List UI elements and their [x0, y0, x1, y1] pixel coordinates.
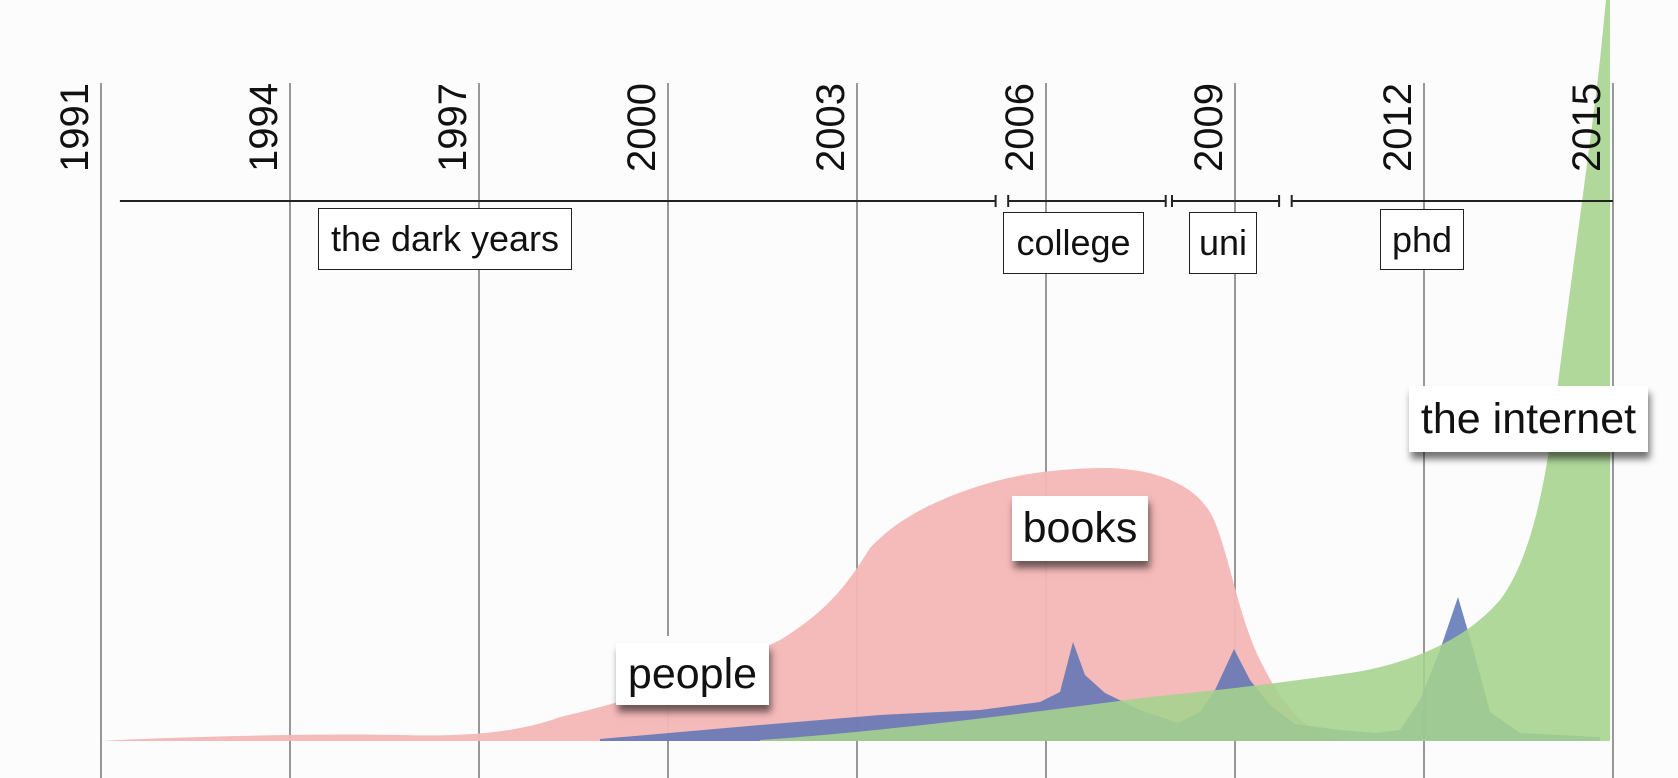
- period-box-phd: phd: [1380, 209, 1464, 270]
- period-box-the-dark-years: the dark years: [318, 208, 572, 270]
- year-label-2003: 2003: [809, 83, 853, 172]
- year-label-1994: 1994: [242, 83, 286, 172]
- period-timeline: [119, 195, 1613, 207]
- year-label-1991: 1991: [53, 83, 97, 172]
- series-label-books: books: [1012, 496, 1148, 561]
- series-label-people: people: [616, 643, 769, 705]
- the-internet-area: [760, 0, 1610, 741]
- year-label-2000: 2000: [620, 83, 664, 172]
- period-box-college: college: [1003, 212, 1144, 274]
- year-label-2012: 2012: [1376, 83, 1420, 172]
- year-label-2015: 2015: [1565, 83, 1609, 172]
- year-label-1997: 1997: [431, 83, 475, 172]
- period-box-uni: uni: [1189, 212, 1257, 274]
- year-label-2009: 2009: [1187, 83, 1231, 172]
- series-label-the-internet: the internet: [1409, 386, 1648, 452]
- year-label-2006: 2006: [998, 83, 1042, 172]
- year-labels: 1991 1994 1997 2000 2003 2006 2009 2012 2015: [53, 83, 1609, 172]
